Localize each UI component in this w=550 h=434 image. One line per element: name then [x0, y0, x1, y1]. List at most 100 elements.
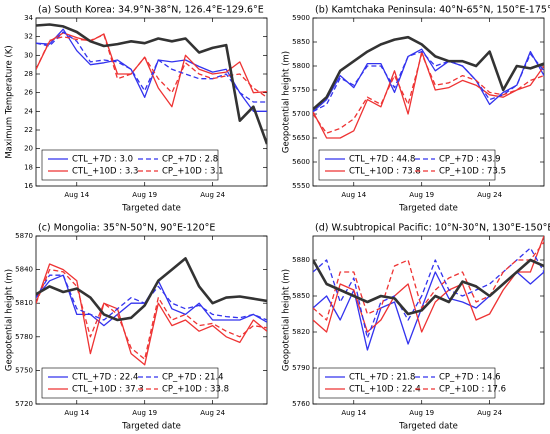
y-tick-label: 16: [24, 182, 33, 190]
y-tick-label: 5820: [292, 328, 310, 336]
y-tick-label: 5810: [15, 299, 33, 307]
series-line: [36, 263, 267, 366]
legend-label: CP_+7D : 2.8: [162, 155, 218, 165]
x-axis-label: Targeted date: [121, 204, 181, 214]
series-line: [313, 48, 544, 113]
legend: CTL_+7D : 22.4 CTL_+10D : 37.3 CP_+7D : 21…: [41, 367, 229, 399]
legend-label: CTL_+7D : 3.0: [72, 155, 133, 165]
y-axis-label: Geopotential height (m): [5, 269, 15, 371]
series-line: [36, 23, 267, 145]
series-line: [36, 268, 267, 360]
series-line: [313, 50, 544, 113]
legend-label: CTL_+7D : 44.8: [349, 155, 415, 165]
series-line: [313, 35, 544, 111]
legend-label: CP_+7D : 21.4: [162, 373, 224, 383]
y-tick-label: 5780: [15, 333, 33, 341]
y-tick-label: 5800: [292, 62, 310, 70]
series-line: [313, 236, 544, 333]
series-line: [36, 34, 267, 98]
y-tick-label: 5870: [15, 232, 33, 240]
plot-frame: [312, 17, 545, 187]
y-tick-label: 18: [24, 163, 33, 171]
legend-box: [41, 149, 219, 181]
y-tick-label: 5880: [292, 256, 310, 264]
y-tick-label: 5840: [15, 266, 33, 274]
y-tick-label: 20: [24, 145, 33, 153]
series-line: [313, 50, 544, 139]
legend-label: CTL_+7D : 22.4: [72, 373, 138, 383]
y-tick-label: 34: [24, 14, 33, 22]
chart-title: (d) W.subtropical Pacific: 10°N-30°N, 13…: [315, 223, 550, 234]
x-tick-label: Aug 24: [477, 191, 502, 199]
plot-frame: [35, 17, 268, 187]
x-tick-label: Aug 24: [200, 191, 225, 199]
series-line: [313, 247, 544, 339]
legend-label: CP_+10D : 3.1: [162, 167, 224, 177]
chart-title: (a) South Korea: 34.9°N-38°N, 126.4°E-12…: [38, 5, 264, 16]
y-axis-label: Maximum Temperature (K): [5, 45, 15, 158]
x-tick-label: Aug 19: [132, 409, 157, 417]
legend-label: CTL_+10D : 73.8: [349, 167, 421, 177]
x-axis-label: Targeted date: [398, 422, 458, 432]
legend-label: CTL_+7D : 21.8: [349, 373, 415, 383]
y-tick-label: 5750: [15, 366, 33, 374]
legend-box: [41, 367, 219, 399]
series-line: [313, 53, 544, 134]
legend-label: CP_+10D : 17.6: [439, 385, 506, 395]
y-tick-label: 5720: [15, 400, 33, 408]
y-tick-label: 5760: [292, 400, 310, 408]
x-tick-label: Aug 19: [132, 191, 157, 199]
legend-label: CTL_+10D : 37.3: [72, 385, 144, 395]
chart-title: (b) Kamtchaka Peninsula: 40°N-65°N, 150°…: [315, 5, 550, 16]
y-tick-label: 5700: [292, 110, 310, 118]
y-tick-label: 5750: [292, 86, 310, 94]
y-tick-label: 28: [24, 70, 33, 78]
y-tick-label: 5900: [292, 14, 310, 22]
legend: CTL_+7D : 21.8 CTL_+10D : 22.4 CP_+7D : 14…: [318, 367, 506, 399]
x-tick-label: Aug 19: [409, 409, 434, 417]
x-tick-label: Aug 14: [341, 409, 366, 417]
series-line: [36, 274, 267, 327]
legend: CTL_+7D : 3.0 CTL_+10D : 3.3 CP_+7D : 2.8 C…: [41, 149, 224, 181]
series-line: [36, 274, 267, 321]
panel: 16 18 20 22 24 26 28 30 32 34 Aug 14 Aug 19 Aug 24 CT…: [5, 5, 268, 214]
x-axis-label: Targeted date: [121, 422, 181, 432]
y-tick-label: 32: [24, 33, 33, 41]
legend-label: CP_+7D : 43.9: [439, 155, 501, 165]
panel: 5720 5750 5780 5810 5840 5870 Aug 14 Aug 19 Aug …: [5, 223, 268, 432]
series-group: [313, 236, 544, 351]
series-group: [36, 257, 267, 366]
y-tick-label: 26: [24, 89, 33, 97]
panel: 5550 5600 5650 5700 5750 5800 5850 5900 Aug 14 Au…: [282, 5, 550, 214]
x-tick-label: Aug 19: [409, 191, 434, 199]
y-axis-label: Geopotential height (m): [282, 269, 292, 371]
panel: 5760 5790 5820 5850 5880 Aug 14 Aug 19 Aug 24 CT…: [282, 223, 550, 432]
series-line: [36, 28, 267, 112]
legend-box: [318, 149, 496, 181]
x-tick-label: Aug 24: [200, 409, 225, 417]
y-tick-label: 5650: [292, 134, 310, 142]
y-tick-label: 5790: [292, 364, 310, 372]
series-group: [36, 23, 267, 145]
y-axis-label: Geopotential height (m): [282, 51, 292, 153]
series-group: [313, 35, 544, 139]
series-line: [36, 32, 267, 108]
series-line: [36, 257, 267, 322]
y-tick-label: 5850: [292, 292, 310, 300]
x-tick-label: Aug 14: [64, 191, 89, 199]
series-line: [313, 271, 544, 351]
legend-label: CTL_+10D : 3.3: [72, 167, 138, 177]
x-tick-label: Aug 14: [64, 409, 89, 417]
legend-label: CTL_+10D : 22.4: [349, 385, 421, 395]
legend-box: [318, 367, 496, 399]
series-line: [313, 258, 544, 316]
x-axis-label: Targeted date: [398, 204, 458, 214]
y-tick-label: 5600: [292, 158, 310, 166]
y-tick-label: 5550: [292, 182, 310, 190]
legend-label: CP_+7D : 14.6: [439, 373, 501, 383]
legend: CTL_+7D : 44.8 CTL_+10D : 73.8 CP_+7D : 43…: [318, 149, 506, 181]
chart-title: (c) Mongolia: 35°N-50°N, 90°E-120°E: [38, 223, 215, 234]
legend-label: CP_+10D : 73.5: [439, 167, 506, 177]
x-tick-label: Aug 24: [477, 409, 502, 417]
